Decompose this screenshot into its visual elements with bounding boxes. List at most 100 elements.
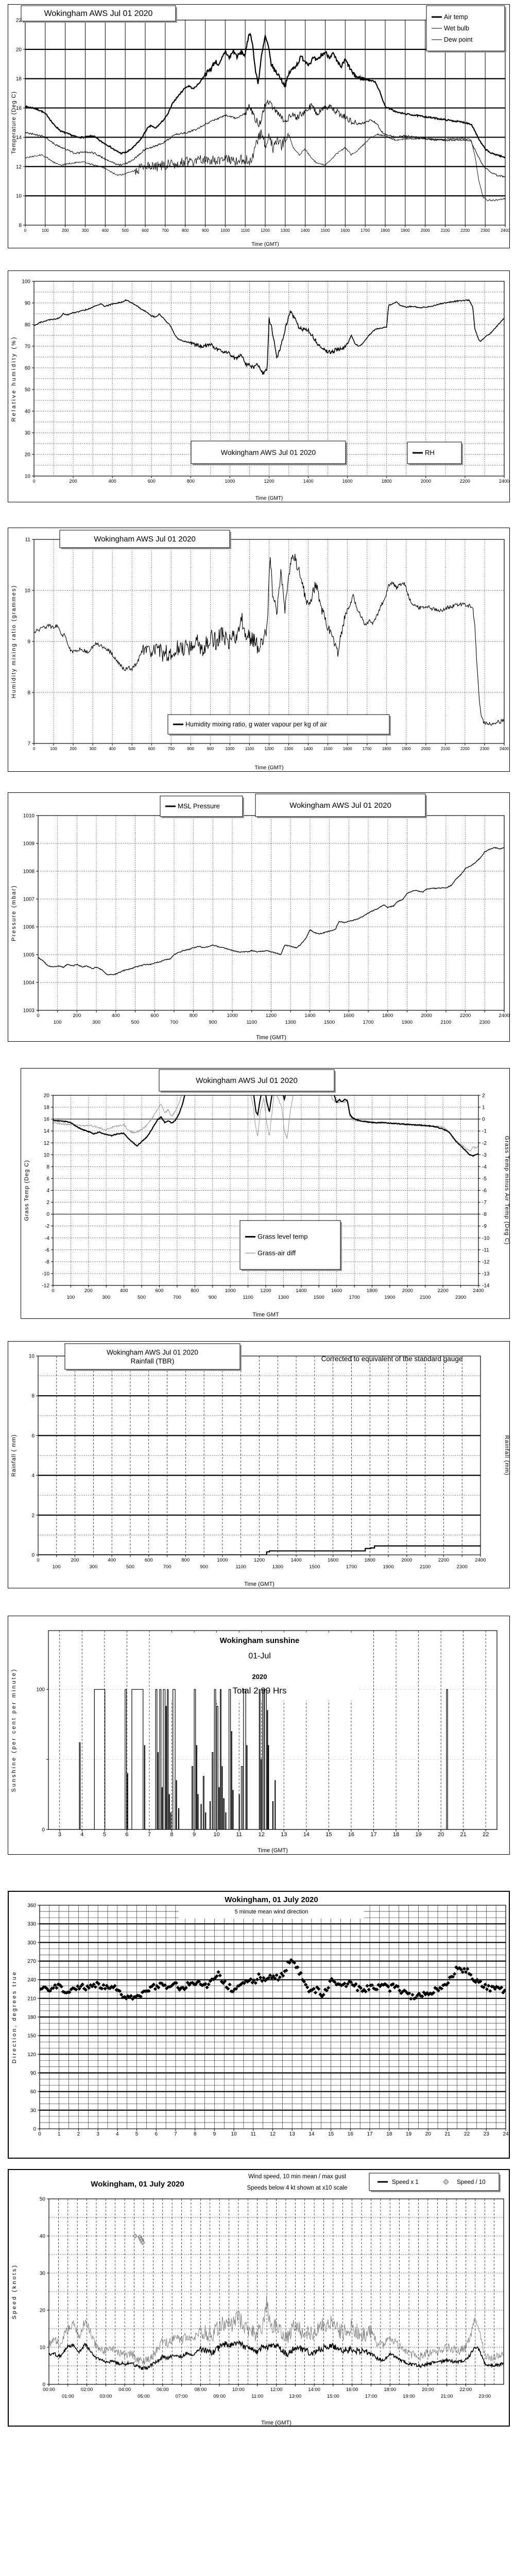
- relative-humidity-chart-canvas: 0 200 400 600 800 1000 1200 1400 1600 1800 2000 220…: [11, 279, 509, 502]
- svg-text:600: 600: [156, 1288, 164, 1294]
- svg-text:1500: 1500: [309, 1564, 320, 1570]
- svg-text:-4: -4: [482, 1164, 487, 1170]
- svg-text:Wokingham sunshine: Wokingham sunshine: [220, 1636, 300, 1645]
- svg-text:50: 50: [25, 387, 31, 393]
- svg-text:18: 18: [386, 2131, 392, 2137]
- svg-text:1100: 1100: [243, 1295, 253, 1300]
- svg-text:8: 8: [27, 690, 30, 696]
- svg-text:270: 270: [27, 1959, 36, 1964]
- svg-text:2300: 2300: [457, 1564, 468, 1570]
- svg-text:700: 700: [162, 228, 169, 233]
- svg-text:1900: 1900: [383, 1564, 393, 1570]
- svg-text:MSL Pressure: MSL Pressure: [178, 802, 220, 810]
- svg-text:18: 18: [44, 1105, 50, 1111]
- rainfall-accumulation: [38, 1545, 480, 1555]
- svg-text:18: 18: [393, 1832, 399, 1838]
- svg-text:09:00: 09:00: [213, 2394, 226, 2399]
- svg-text:-3: -3: [482, 1153, 487, 1158]
- svg-text:Grass level temp: Grass level temp: [258, 1233, 308, 1241]
- svg-text:1200: 1200: [266, 1013, 277, 1019]
- svg-text:Wokingham AWS Jul 01 2020: Wokingham AWS Jul 01 2020: [289, 801, 391, 810]
- svg-text:11: 11: [25, 537, 31, 543]
- svg-text:0: 0: [42, 2382, 45, 2388]
- chart-title-box: [159, 1069, 335, 1092]
- svg-text:200: 200: [84, 1288, 93, 1294]
- svg-text:1100: 1100: [245, 747, 254, 751]
- svg-text:20: 20: [40, 2308, 46, 2314]
- svg-text:1800: 1800: [381, 228, 390, 233]
- svg-text:1500: 1500: [324, 1020, 335, 1025]
- svg-text:06:00: 06:00: [157, 2387, 169, 2393]
- svg-text:01:00: 01:00: [62, 2394, 74, 2399]
- svg-text:2400: 2400: [473, 1288, 484, 1294]
- svg-text:3: 3: [96, 2131, 99, 2137]
- temperature-chart: 0 100 200 300 400 500 600 700 800 900 1000 1100 1200…: [8, 4, 510, 248]
- svg-text:08:00: 08:00: [194, 2387, 207, 2393]
- svg-text:2: 2: [46, 1200, 49, 1206]
- humidity-mixing-ratio-chart-canvas: 0 100 200 300 400 500 600 700 800 900 1000 1100 1200…: [11, 530, 509, 771]
- svg-text:500: 500: [138, 1295, 146, 1300]
- svg-text:Wokingham, 01 July 2020: Wokingham, 01 July 2020: [225, 1895, 318, 1904]
- svg-text:700: 700: [173, 1295, 181, 1300]
- svg-text:22:00: 22:00: [460, 2387, 472, 2393]
- svg-text:7: 7: [27, 741, 30, 747]
- svg-text:2200: 2200: [460, 228, 470, 233]
- rainfall-chart-canvas: 0100200300400500600700800900100011001200…: [11, 1343, 510, 1587]
- svg-text:1600: 1600: [340, 228, 350, 233]
- svg-text:50: 50: [40, 2197, 46, 2202]
- svg-text:2200: 2200: [460, 479, 470, 484]
- svg-text:21:00: 21:00: [441, 2394, 453, 2399]
- svg-text:30: 30: [25, 431, 31, 436]
- svg-text:100: 100: [66, 1295, 75, 1300]
- svg-text:1000: 1000: [217, 1557, 228, 1563]
- svg-text:1100: 1100: [235, 1564, 246, 1570]
- svg-text:120: 120: [27, 2052, 36, 2058]
- svg-text:800: 800: [190, 1013, 198, 1019]
- svg-text:800: 800: [187, 747, 195, 751]
- svg-text:01-Jul: 01-Jul: [248, 1652, 271, 1660]
- rainfall-chart-series: [38, 1545, 480, 1555]
- svg-text:150: 150: [27, 2033, 36, 2039]
- svg-text:20: 20: [438, 1832, 444, 1838]
- svg-text:1600: 1600: [343, 747, 352, 751]
- svg-text:9: 9: [27, 639, 30, 645]
- svg-text:Time (GMT): Time (GMT): [258, 1848, 288, 1854]
- sunshine-chart-series: [48, 1689, 497, 1829]
- svg-text:05:00: 05:00: [138, 2394, 150, 2399]
- svg-text:-1: -1: [482, 1129, 487, 1134]
- svg-text:20: 20: [25, 452, 31, 458]
- svg-text:1100: 1100: [241, 228, 250, 233]
- wind-speed-chart: 00:00 01:00 02:00 03:00 04:00 05:00 06:00 07:00…: [8, 2169, 510, 2427]
- svg-text:9: 9: [193, 1832, 196, 1838]
- svg-text:6: 6: [154, 2131, 158, 2137]
- svg-text:13: 13: [281, 1832, 287, 1838]
- svg-text:300: 300: [82, 228, 89, 233]
- svg-text:40: 40: [40, 2234, 46, 2240]
- svg-text:1010: 1010: [23, 814, 35, 819]
- svg-text:23:00: 23:00: [478, 2394, 491, 2399]
- svg-text:1700: 1700: [363, 1020, 373, 1025]
- svg-text:Speed / 10: Speed / 10: [457, 2179, 486, 2185]
- svg-text:-10: -10: [42, 1271, 50, 1277]
- svg-text:Speed x 1: Speed x 1: [392, 2179, 419, 2185]
- wind-speed-chart-series: [49, 2233, 504, 2370]
- svg-text:300: 300: [27, 1940, 36, 1946]
- svg-text:1400: 1400: [304, 1013, 315, 1019]
- svg-text:2100: 2100: [441, 228, 450, 233]
- wind-direction-chart-canvas: 0 1 2 3 4 5 6 7 8 9 10 11 12 13 14 15 16 17 18 19 20 21 22 23 24…: [11, 1893, 509, 2137]
- svg-text:Grass-air diff: Grass-air diff: [258, 1249, 296, 1257]
- svg-text:12:00: 12:00: [270, 2387, 283, 2393]
- svg-text:300: 300: [89, 1564, 97, 1570]
- svg-text:1500: 1500: [314, 1295, 324, 1300]
- svg-text:Time (GMT): Time (GMT): [254, 765, 283, 771]
- svg-text:1006: 1006: [23, 925, 35, 930]
- svg-text:1300: 1300: [278, 1295, 289, 1300]
- humidity-mixing-ratio-chart: 0 100 200 300 400 500 600 700 800 900 1000 1100 1200…: [8, 528, 510, 772]
- svg-text:18: 18: [16, 76, 22, 82]
- svg-text:1900: 1900: [401, 228, 410, 233]
- svg-text:10: 10: [44, 1153, 50, 1158]
- svg-text:2: 2: [77, 2131, 80, 2137]
- svg-text:17:00: 17:00: [365, 2394, 377, 2399]
- svg-text:1600: 1600: [342, 479, 353, 484]
- svg-text:10:00: 10:00: [232, 2387, 245, 2393]
